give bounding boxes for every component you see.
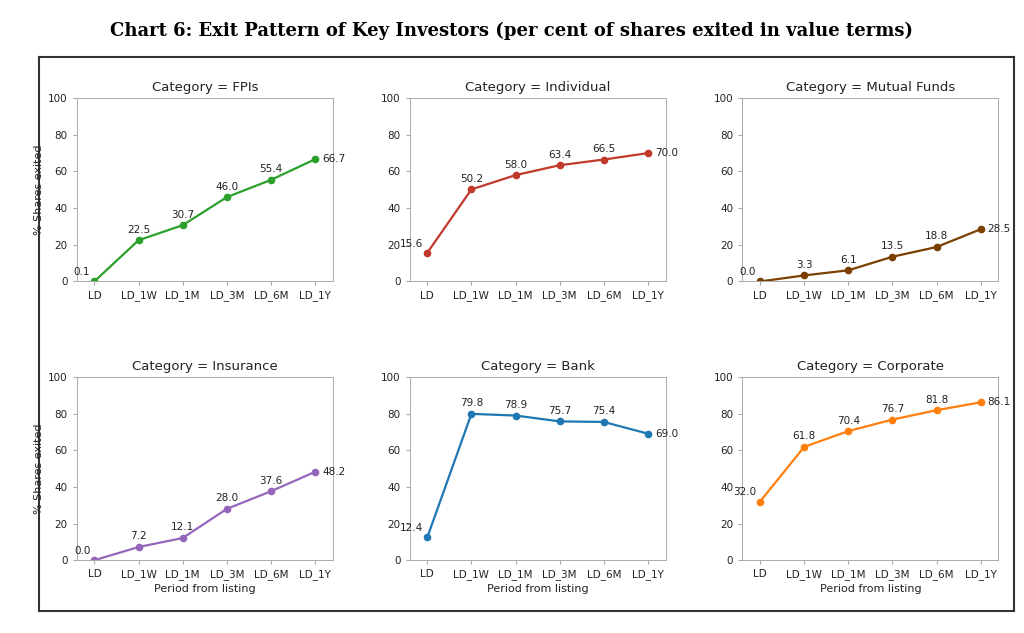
Title: Category = Individual: Category = Individual bbox=[465, 81, 610, 94]
Text: 69.0: 69.0 bbox=[655, 429, 678, 439]
Text: 0.1: 0.1 bbox=[74, 267, 90, 277]
Text: 0.0: 0.0 bbox=[739, 267, 756, 277]
Text: 48.2: 48.2 bbox=[323, 467, 345, 477]
Text: 78.9: 78.9 bbox=[504, 400, 527, 410]
Text: 22.5: 22.5 bbox=[127, 225, 151, 235]
Text: 86.1: 86.1 bbox=[988, 398, 1011, 407]
Text: 75.7: 75.7 bbox=[548, 406, 571, 416]
Text: 75.4: 75.4 bbox=[592, 406, 615, 417]
Text: 32.0: 32.0 bbox=[733, 487, 756, 498]
Text: 12.1: 12.1 bbox=[171, 522, 195, 532]
Title: Category = Mutual Funds: Category = Mutual Funds bbox=[785, 81, 955, 94]
Text: 58.0: 58.0 bbox=[504, 160, 527, 170]
Text: 76.7: 76.7 bbox=[881, 404, 904, 414]
Text: 13.5: 13.5 bbox=[881, 241, 904, 251]
Text: 61.8: 61.8 bbox=[793, 431, 816, 441]
Text: 6.1: 6.1 bbox=[840, 254, 857, 265]
Y-axis label: % Shares exited: % Shares exited bbox=[34, 144, 44, 235]
Text: 37.6: 37.6 bbox=[259, 476, 283, 486]
Title: Category = Corporate: Category = Corporate bbox=[797, 360, 944, 373]
Text: 7.2: 7.2 bbox=[130, 532, 146, 541]
X-axis label: Period from listing: Period from listing bbox=[486, 584, 589, 594]
Text: 55.4: 55.4 bbox=[259, 165, 283, 174]
Text: 63.4: 63.4 bbox=[548, 149, 571, 160]
Text: 0.0: 0.0 bbox=[74, 546, 90, 556]
Text: 79.8: 79.8 bbox=[460, 398, 483, 408]
Text: 70.0: 70.0 bbox=[655, 148, 678, 158]
Y-axis label: % Shares exited: % Shares exited bbox=[34, 423, 44, 514]
Text: 50.2: 50.2 bbox=[460, 174, 483, 184]
Text: 3.3: 3.3 bbox=[796, 260, 812, 270]
Text: 28.5: 28.5 bbox=[988, 224, 1011, 234]
Text: 15.6: 15.6 bbox=[399, 239, 423, 249]
X-axis label: Period from listing: Period from listing bbox=[819, 584, 922, 594]
Text: 70.4: 70.4 bbox=[837, 415, 860, 425]
Text: Chart 6: Exit Pattern of Key Investors (per cent of shares exited in value terms: Chart 6: Exit Pattern of Key Investors (… bbox=[111, 22, 913, 41]
Text: 30.7: 30.7 bbox=[171, 210, 195, 220]
Text: 12.4: 12.4 bbox=[399, 523, 423, 533]
Text: 18.8: 18.8 bbox=[925, 232, 948, 241]
Title: Category = FPIs: Category = FPIs bbox=[152, 81, 258, 94]
Title: Category = Insurance: Category = Insurance bbox=[132, 360, 278, 373]
Text: 66.7: 66.7 bbox=[323, 154, 345, 164]
Text: 66.5: 66.5 bbox=[592, 144, 615, 154]
Text: 81.8: 81.8 bbox=[925, 394, 948, 404]
Text: 28.0: 28.0 bbox=[215, 493, 239, 503]
Text: 46.0: 46.0 bbox=[215, 182, 239, 192]
X-axis label: Period from listing: Period from listing bbox=[154, 584, 256, 594]
Title: Category = Bank: Category = Bank bbox=[480, 360, 595, 373]
